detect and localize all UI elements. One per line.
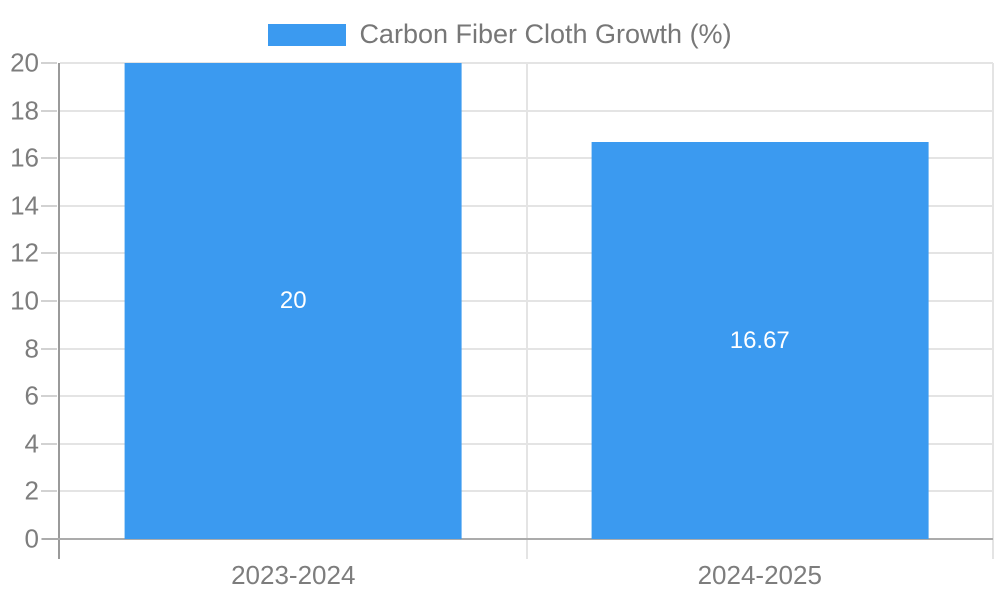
- y-axis-line: [58, 63, 60, 559]
- y-axis-tick-label: 10: [10, 285, 39, 316]
- bar: [124, 63, 462, 539]
- y-axis-tick: [41, 157, 57, 160]
- y-axis-tick-label: 6: [24, 380, 39, 411]
- y-axis-tick-label: 0: [24, 523, 39, 554]
- category: 20 2023-2024: [60, 63, 527, 590]
- y-axis-tick-label: 20: [10, 47, 39, 78]
- legend-swatch: [268, 23, 347, 46]
- legend[interactable]: Carbon Fiber Cloth Growth (%): [0, 19, 1000, 50]
- y-axis-tick-label: 18: [10, 95, 39, 126]
- x-axis-label: 2023-2024: [231, 560, 356, 590]
- y-axis-tick-label: 2: [24, 475, 39, 506]
- bar-value-label: 16.67: [729, 326, 790, 354]
- plot-area: 20 2023-2024 16.67 2024-2025 0 2 4 6 8 10 12 14 16 1…: [10, 48, 994, 590]
- y-axis-tick-label: 16: [10, 142, 39, 173]
- y-axis-tick: [41, 490, 57, 493]
- y-axis-tick-label: 12: [10, 237, 39, 268]
- legend-label: Carbon Fiber Cloth Growth (%): [359, 19, 732, 49]
- y-axis-tick: [41, 62, 57, 64]
- category-divider: [992, 63, 994, 559]
- y-axis-tick: [41, 252, 57, 255]
- category: 16.67 2024-2025: [527, 63, 994, 590]
- y-axis-tick: [41, 204, 57, 207]
- category-divider: [525, 63, 528, 559]
- categories: 20 2023-2024 16.67 2024-2025: [60, 63, 994, 590]
- y-axis-tick: [41, 300, 57, 302]
- y-axis-tick: [41, 395, 57, 398]
- x-axis-line: [42, 538, 993, 540]
- y-axis-tick: [41, 347, 57, 350]
- bar: [591, 142, 929, 539]
- y-axis-tick: [41, 442, 57, 445]
- y-axis-tick-label: 4: [24, 428, 39, 459]
- y-axis-tick-label: 14: [10, 190, 39, 221]
- y-axis-tick: [41, 109, 57, 112]
- x-axis-label: 2024-2025: [697, 560, 822, 590]
- bar-value-label: 20: [279, 287, 307, 314]
- y-axis-tick-label: 8: [24, 333, 39, 364]
